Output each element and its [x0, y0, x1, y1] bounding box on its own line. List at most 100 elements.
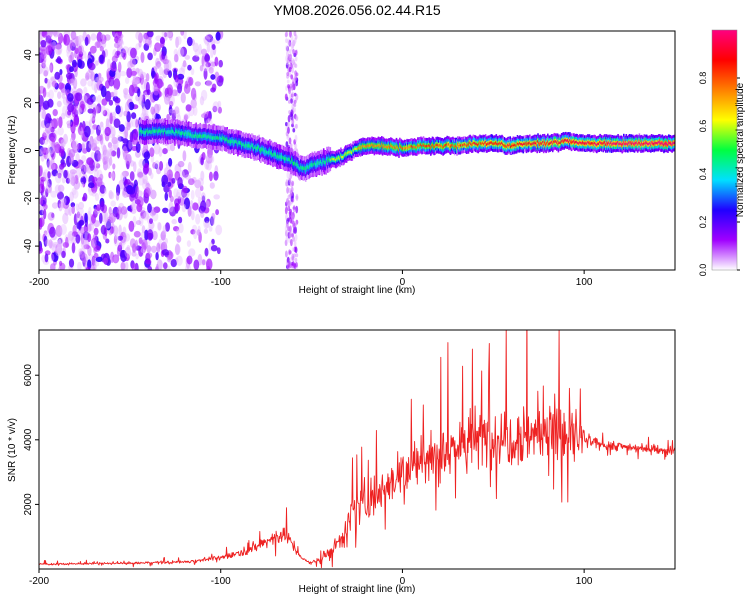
spectrogram-cell [426, 145, 429, 148]
spectrogram-cell [97, 94, 102, 104]
spectrogram-cell [596, 143, 598, 147]
spectrogram-cell [51, 80, 58, 88]
spectrogram-cell [164, 238, 168, 244]
snr-x-tick-label: -200 [29, 576, 49, 587]
spectrogram-cell [87, 233, 92, 243]
spectrogram-cell [71, 131, 76, 141]
spectrogram-cell [129, 171, 135, 181]
spectrogram-cell [150, 172, 154, 180]
spectrogram-cell [77, 207, 84, 215]
spectrogram-cell [71, 38, 78, 47]
spectrogram-cell [125, 153, 132, 165]
spectrogram-cell [150, 106, 155, 115]
spectrogram-x-axis: -200 -100 0 100 [29, 270, 593, 288]
spectrogram-cell [99, 76, 104, 82]
spectrogram-cell [156, 130, 159, 135]
spectrogram-cell [346, 151, 349, 155]
spectrogram-cell [122, 170, 127, 178]
spectrogram-cell [293, 40, 297, 45]
spectrogram-cell [122, 146, 128, 158]
spectrogram-cell [321, 162, 323, 166]
spectrogram-cell [159, 66, 163, 76]
spectrogram-cell [194, 81, 201, 87]
spectrogram-y-tick-label: 0 [23, 147, 34, 153]
spectrogram-cell [80, 181, 85, 188]
spectrogram-cell [291, 256, 295, 262]
spectrogram-cell [354, 147, 357, 151]
spectrogram-cell [131, 200, 136, 209]
spectrogram-cell [420, 143, 422, 146]
spectrogram-cell [58, 137, 64, 144]
spectrogram-cell [87, 80, 93, 87]
spectrogram-cell [120, 171, 126, 183]
spectrogram-cell [192, 42, 199, 53]
spectrogram-cell [90, 33, 97, 41]
spectrogram-cell [663, 143, 665, 147]
spectrogram-cell [67, 230, 75, 241]
spectrogram-cell [363, 144, 366, 148]
spectrogram-cell [411, 145, 413, 148]
spectrogram-cell [75, 166, 82, 179]
spectrogram-cell [213, 194, 220, 200]
spectrogram-cell [62, 105, 68, 117]
spectrogram-cell [586, 142, 588, 145]
spectrogram-cell [200, 48, 208, 56]
spectrogram-cell [155, 61, 162, 68]
spectrogram-cell [293, 99, 297, 104]
spectrogram-cell [287, 194, 291, 200]
spectrogram-cell [115, 104, 121, 115]
spectrogram-cell [60, 138, 66, 148]
spectrogram-cell [493, 142, 496, 145]
spectrogram-cell [200, 192, 206, 202]
spectrogram-cell [58, 32, 64, 44]
spectrogram-cell [286, 57, 290, 64]
spectrogram-cell [614, 142, 616, 145]
spectrogram-cell [204, 54, 211, 62]
spectrogram-cell [132, 243, 137, 253]
spectrogram-cell [79, 226, 86, 235]
spectrogram-cell [286, 186, 289, 194]
spectrogram-cell [103, 148, 110, 161]
spectrogram-cell [55, 243, 63, 256]
spectrogram-cell [287, 206, 291, 211]
spectrogram-cell [180, 46, 188, 57]
spectrogram-cell [88, 141, 95, 149]
spectrogram-cell [629, 142, 632, 146]
spectrogram-cell [498, 141, 501, 145]
spectrogram-cell [63, 169, 68, 179]
spectrogram-cell [287, 38, 290, 46]
spectrogram-cell [117, 40, 125, 46]
spectrogram-cell [51, 163, 56, 171]
spectrogram-cell [155, 107, 160, 114]
spectrogram-cell [323, 160, 326, 165]
spectrogram-cell [93, 252, 99, 259]
spectrogram-cell [133, 230, 141, 238]
spectrogram-cell [42, 61, 47, 69]
spectrogram-cell [92, 107, 96, 119]
spectrogram-cell [210, 48, 214, 58]
spectrogram-cell [43, 70, 49, 77]
spectrogram-cell [119, 70, 127, 77]
spectrogram-cell [130, 202, 137, 211]
spectrogram-cell [49, 132, 57, 143]
spectrogram-cell [48, 239, 53, 249]
spectrogram-cell [113, 234, 118, 245]
spectrogram-cell [549, 142, 551, 145]
spectrogram-x-label: Height of straight line (km) [299, 285, 416, 296]
spectrogram-cell [73, 213, 78, 226]
spectrogram-cell [126, 120, 131, 131]
spectrogram-cell [203, 133, 206, 138]
spectrogram-cell [138, 40, 142, 48]
spectrogram-cell [180, 131, 183, 136]
spectrogram-cell [489, 141, 492, 145]
snr-y-label: SNR (10 * v/v) [7, 418, 18, 482]
spectrogram-cell [154, 73, 158, 85]
spectrogram-cell [65, 177, 71, 184]
spectrogram-cell [203, 228, 208, 234]
spectrogram-cell [285, 38, 288, 43]
spectrogram-cell [287, 84, 290, 89]
spectrogram-cell [142, 174, 148, 185]
spectrogram-cell [205, 62, 211, 68]
spectrogram-cell [293, 92, 297, 97]
spectrogram-cell [557, 143, 560, 146]
